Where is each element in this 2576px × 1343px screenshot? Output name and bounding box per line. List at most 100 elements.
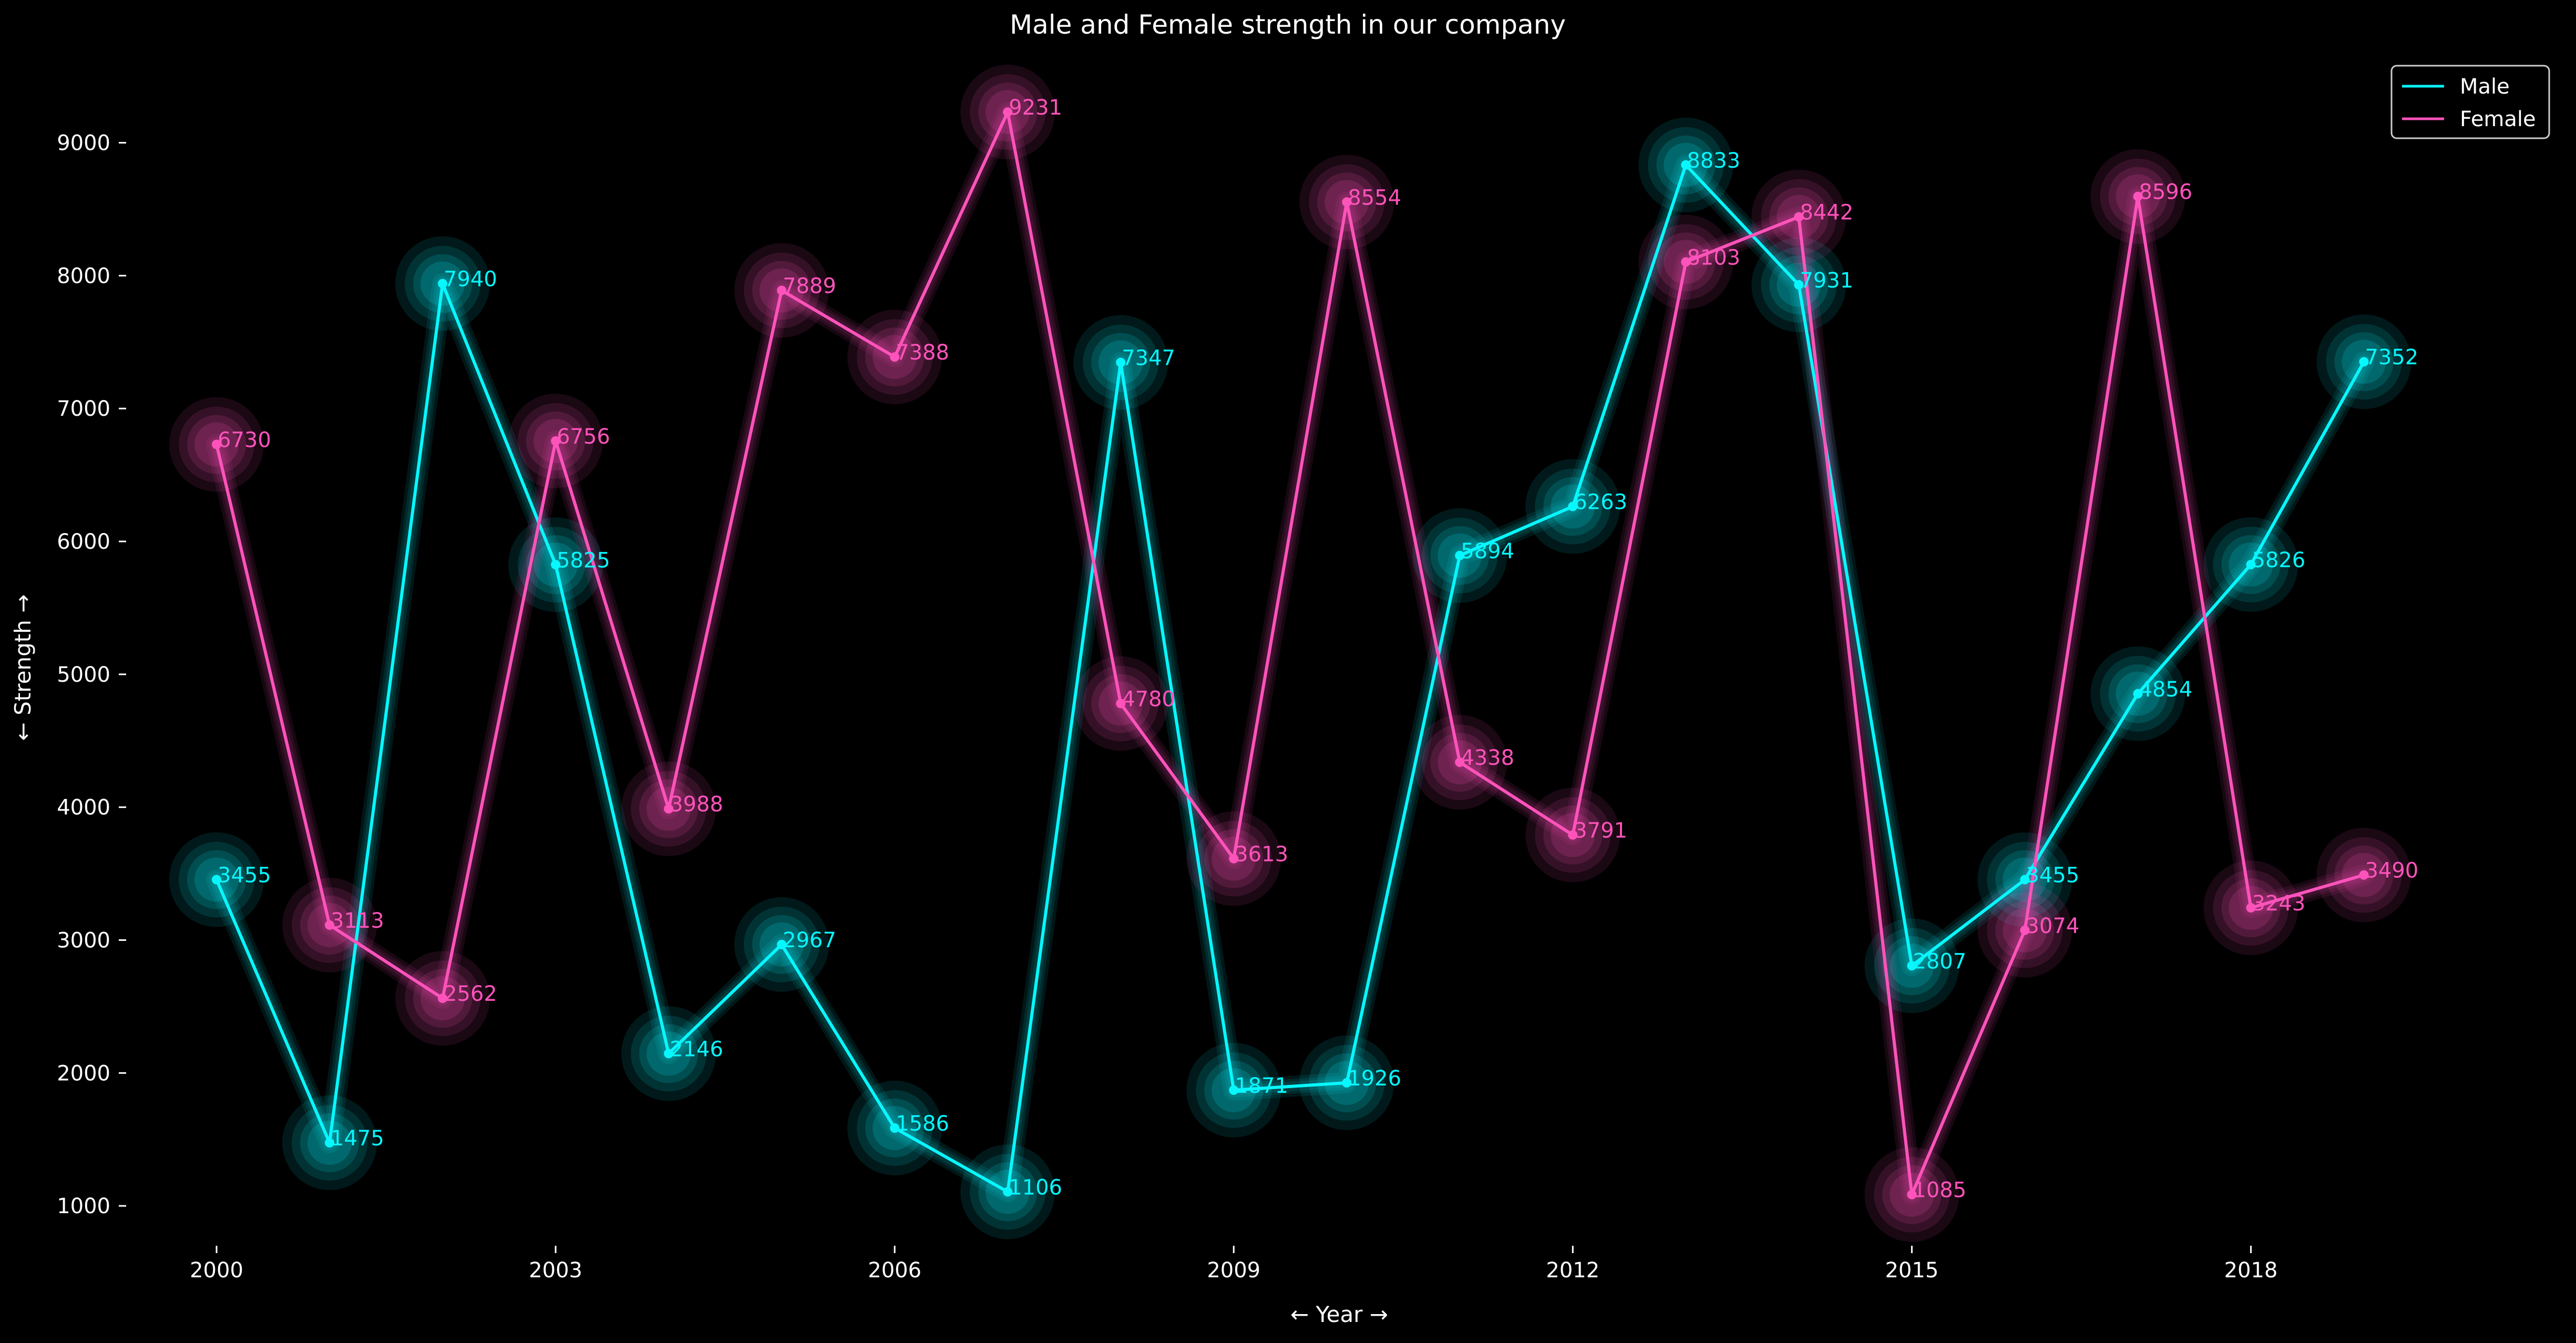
male-data-label: 6263 <box>1574 490 1627 515</box>
male-data-label: 2146 <box>670 1037 723 1061</box>
female-data-label: 7388 <box>896 341 949 365</box>
female-data-label: 4338 <box>1461 746 1514 770</box>
male-data-point <box>2246 560 2256 570</box>
male-data-label: 2967 <box>783 928 836 952</box>
female-data-point <box>1794 212 1804 222</box>
male-data-label: 5894 <box>1461 539 1514 563</box>
male-data-label: 3455 <box>2026 863 2079 887</box>
female-data-point <box>664 804 674 814</box>
female-data-label: 6756 <box>557 425 610 449</box>
male-data-point <box>2133 689 2143 699</box>
female-data-point <box>1116 699 1126 709</box>
female-data-point <box>1455 757 1465 767</box>
female-data-point <box>2246 903 2256 913</box>
male-data-point <box>1568 501 1578 511</box>
y-tick-label: 1000 <box>57 1194 110 1218</box>
male-data-label: 7940 <box>444 268 497 292</box>
axis-ticks: 2000 2003 2006 2009 2012 2015 2018 1000 2000 3000… <box>57 131 2277 1283</box>
male-data-label: 5825 <box>557 548 610 572</box>
male-data-point <box>1342 1078 1352 1088</box>
male-data-point <box>551 560 561 570</box>
x-axis-title: ← Year → <box>1290 1301 1388 1327</box>
female-data-point <box>1003 107 1013 117</box>
male-data-label: 8833 <box>1687 149 1740 173</box>
x-tick-label: 2018 <box>2224 1258 2278 1283</box>
female-data-label: 3988 <box>670 793 723 817</box>
y-tick-label: 5000 <box>57 663 110 687</box>
female-data-label: 9231 <box>1009 96 1062 120</box>
x-tick-label: 2009 <box>1207 1258 1260 1283</box>
female-data-label: 7889 <box>783 274 836 298</box>
x-tick-label: 2003 <box>529 1258 582 1283</box>
male-data-label: 2807 <box>1913 949 1966 973</box>
y-tick-label: 8000 <box>57 264 110 288</box>
male-data-point <box>890 1123 900 1133</box>
male-data-label: 1475 <box>331 1126 384 1151</box>
legend-label-female: Female <box>2460 107 2536 131</box>
male-data-point <box>2020 875 2030 885</box>
male-data-label: 1871 <box>1235 1074 1288 1098</box>
female-data-point <box>1342 197 1352 207</box>
male-data-label: 1106 <box>1009 1175 1062 1200</box>
female-data-label: 1085 <box>1913 1178 1966 1203</box>
male-data-point <box>2359 357 2369 367</box>
female-data-label: 3113 <box>331 909 384 933</box>
female-data-label: 3243 <box>2252 891 2305 916</box>
male-data-point <box>438 279 448 289</box>
chart-title: Male and Female strength in our company <box>1010 9 1566 40</box>
male-data-label: 7352 <box>2365 345 2418 370</box>
x-tick-label: 2012 <box>1546 1258 1599 1283</box>
x-tick-label: 2000 <box>190 1258 243 1283</box>
male-data-point <box>1907 961 1917 971</box>
male-data-point <box>664 1049 674 1059</box>
female-data-point <box>1681 257 1691 267</box>
female-data-label: 3490 <box>2365 859 2418 883</box>
y-tick-label: 2000 <box>57 1061 110 1085</box>
y-axis-title: ← Strength → <box>10 594 36 741</box>
y-tick-label: 4000 <box>57 796 110 820</box>
female-data-point <box>1907 1190 1917 1200</box>
male-data-point <box>1116 357 1126 367</box>
female-data-label: 3791 <box>1574 819 1627 843</box>
male-series-line <box>215 163 2366 1194</box>
female-data-point <box>1568 830 1578 840</box>
legend-label-male: Male <box>2460 75 2510 99</box>
female-data-label: 6730 <box>218 428 271 452</box>
male-data-label: 7931 <box>1800 269 1853 293</box>
y-tick-label: 6000 <box>57 530 110 554</box>
legend: Male Female <box>2390 65 2550 139</box>
female-data-label: 3074 <box>2026 914 2079 938</box>
female-data-point <box>777 285 787 295</box>
y-tick-label: 7000 <box>57 397 110 421</box>
x-tick-label: 2015 <box>1885 1258 1938 1283</box>
female-data-point <box>438 993 448 1003</box>
female-data-label: 2562 <box>444 982 497 1006</box>
female-data-label: 8596 <box>2139 180 2192 204</box>
male-data-point <box>325 1138 335 1148</box>
male-data-point <box>1455 550 1465 560</box>
data-labels: 3455 1475 7940 5825 2146 2967 1586 1106 7347 1871… <box>218 96 2418 1202</box>
male-data-label: 7347 <box>1122 346 1175 370</box>
male-data-label: 3455 <box>218 863 271 887</box>
female-data-label: 8103 <box>1687 245 1740 270</box>
female-data-point <box>325 920 335 930</box>
male-data-point <box>1794 280 1804 290</box>
y-tick-label: 9000 <box>57 131 110 156</box>
female-data-point <box>212 439 222 449</box>
male-data-point <box>1229 1085 1239 1095</box>
female-data-point <box>2020 925 2030 935</box>
y-tick-label: 3000 <box>57 929 110 953</box>
male-data-point <box>1681 160 1691 170</box>
female-data-point <box>551 436 561 446</box>
male-data-point <box>777 939 787 949</box>
female-data-label: 4780 <box>1122 687 1175 711</box>
female-data-label: 8442 <box>1800 201 1853 225</box>
female-data-point <box>2133 191 2143 201</box>
male-data-label: 1586 <box>896 1112 949 1136</box>
female-series-line <box>215 110 2365 1196</box>
male-data-label: 5826 <box>2252 548 2305 572</box>
x-tick-label: 2006 <box>868 1258 921 1283</box>
male-data-label: 1926 <box>1348 1067 1401 1091</box>
